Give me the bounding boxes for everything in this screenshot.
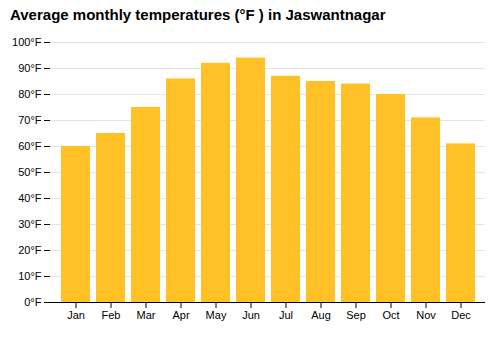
svg-text:80°F: 80°F: [18, 88, 42, 100]
svg-text:30°F: 30°F: [18, 218, 42, 230]
svg-text:40°F: 40°F: [18, 192, 42, 204]
svg-text:Nov: Nov: [416, 309, 436, 321]
svg-text:Jul: Jul: [279, 309, 293, 321]
svg-text:100°F: 100°F: [12, 36, 42, 48]
svg-text:Jun: Jun: [242, 309, 260, 321]
svg-text:Mar: Mar: [137, 309, 156, 321]
svg-text:50°F: 50°F: [18, 166, 42, 178]
svg-text:Feb: Feb: [102, 309, 121, 321]
svg-text:20°F: 20°F: [18, 244, 42, 256]
html-text:Average monthly temperatures (: Average monthly temperatures (°F ) in Ja…: [10, 6, 386, 23]
svg-text:90°F: 90°F: [18, 62, 42, 74]
svg-text:Apr: Apr: [172, 309, 189, 321]
svg-text:Dec: Dec: [451, 309, 471, 321]
svg-text:May: May: [206, 309, 227, 321]
svg-text:10°F: 10°F: [18, 270, 42, 282]
svg-text:Aug: Aug: [311, 309, 331, 321]
svg-text:0°F: 0°F: [24, 296, 42, 308]
svg-text:70°F: 70°F: [18, 114, 42, 126]
svg-text:Sep: Sep: [346, 309, 366, 321]
svg-text:Jan: Jan: [67, 309, 85, 321]
svg-text:Oct: Oct: [382, 309, 399, 321]
svg-text:60°F: 60°F: [18, 140, 42, 152]
